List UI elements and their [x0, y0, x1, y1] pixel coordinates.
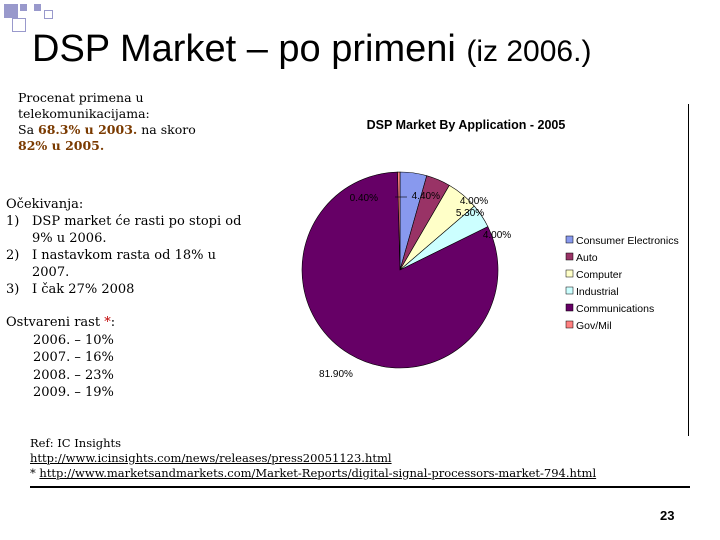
slide-title-sub: (iz 2006.) — [466, 35, 592, 68]
legend-label: Gov/Mil — [576, 320, 612, 332]
decor-square-small — [20, 4, 27, 11]
intro-pre: Sa — [18, 122, 38, 137]
expectation-item: 3) I čak 27% 2008 — [6, 281, 246, 298]
expectation-text: DSP market će rasti po stopi od 9% u 200… — [32, 214, 242, 246]
legend-swatch — [565, 252, 574, 261]
slide-title: DSP Market – po primeni (iz 2006.) — [32, 28, 591, 71]
legend-swatch — [565, 286, 574, 295]
realized-year: 2008. – 23% — [33, 367, 114, 383]
legend-label: Industrial — [576, 286, 619, 298]
expectation-text: I nastavkom rasta od 18% u 2007. — [32, 248, 216, 280]
decor-square-outline — [12, 18, 26, 32]
expectations-list: 1) DSP market će rasti po stopi od 9% u 2… — [6, 213, 246, 298]
expectations-heading: Očekivanja: — [6, 197, 84, 212]
references: Ref: IC Insights http://www.icinsights.c… — [30, 436, 596, 481]
slide-title-main: DSP Market – po primeni — [32, 28, 456, 70]
expectation-number: 3) — [6, 282, 20, 297]
decor-square-tiny — [34, 4, 41, 11]
legend-label: Auto — [576, 252, 598, 264]
page-number: 23 — [660, 508, 675, 523]
intro-line2: Sa 68.3% u 2003. na skoro — [18, 122, 233, 138]
legend-swatch — [565, 303, 574, 312]
expectation-item: 2) I nastavkom rasta od 18% u 2007. — [6, 247, 246, 281]
pie-slice-label: 0.40% — [350, 193, 378, 204]
expectation-item: 1) DSP market će rasti po stopi od 9% u 2… — [6, 213, 246, 247]
pie-slice-label: 4.00% — [460, 196, 488, 207]
intro-mid: na skoro — [137, 122, 196, 137]
expectation-number: 2) — [6, 248, 20, 263]
pie-slice-label: 81.90% — [319, 369, 353, 380]
pie-chart: DSP Market By Application - 2005 4.40% 4.… — [301, 118, 679, 380]
chart-legend: Consumer Electronics Auto Computer Industri… — [565, 235, 679, 332]
pie-slice-label: 4.00% — [483, 230, 511, 241]
chart-frame-right — [688, 104, 689, 436]
reference-star: * — [30, 466, 36, 480]
footer-divider — [30, 486, 690, 488]
reference-link-1[interactable]: http://www.icinsights.com/news/releases/… — [30, 451, 392, 465]
intro-value-2003: 68.3% u 2003. — [38, 122, 138, 137]
realized-growth-block: Ostvareni rast *: 2006. – 10% 2007. – 16… — [6, 314, 246, 402]
legend-swatch — [565, 320, 574, 329]
expectation-text: I čak 27% 2008 — [32, 282, 135, 297]
legend-label: Consumer Electronics — [576, 235, 679, 247]
expectations-block: Očekivanja: 1) DSP market će rasti po sto… — [6, 196, 246, 298]
realized-colon: : — [110, 315, 116, 330]
realized-star: * — [104, 315, 111, 330]
pie-slice-label: 5.30% — [456, 208, 484, 219]
reference-label: Ref: IC Insights — [30, 436, 122, 450]
pie-slice-label: 4.40% — [412, 191, 440, 202]
pie-slices — [301, 171, 499, 369]
realized-year: 2007. – 16% — [33, 350, 114, 365]
decor-square-tiny-outline — [44, 10, 53, 19]
pie-slice-gov-mil — [397, 171, 401, 271]
pie-slice-labels: 4.40% 4.00%5.30%4.00%81.90%0.40% — [319, 191, 511, 380]
intro-value-2005: 82% u 2005. — [18, 138, 105, 153]
realized-year: 2009. – 19% — [33, 385, 114, 400]
expectation-number: 1) — [6, 214, 20, 229]
decor-square-large — [4, 4, 18, 18]
legend-label: Communications — [576, 303, 654, 315]
realized-year: 2006. – 10% — [33, 332, 114, 348]
reference-link-2[interactable]: http://www.marketsandmarkets.com/Market-… — [39, 466, 597, 480]
intro-text: Procenat primena u telekomunikacijama: S… — [18, 90, 233, 154]
intro-line1: Procenat primena u telekomunikacijama: — [18, 90, 150, 121]
legend-label: Computer — [576, 269, 623, 281]
chart-title: DSP Market By Application - 2005 — [367, 118, 566, 132]
legend-swatch — [565, 269, 574, 278]
realized-heading: Ostvareni rast *: — [6, 314, 246, 332]
realized-heading-text: Ostvareni rast — [6, 315, 105, 330]
legend-swatch — [565, 235, 574, 244]
